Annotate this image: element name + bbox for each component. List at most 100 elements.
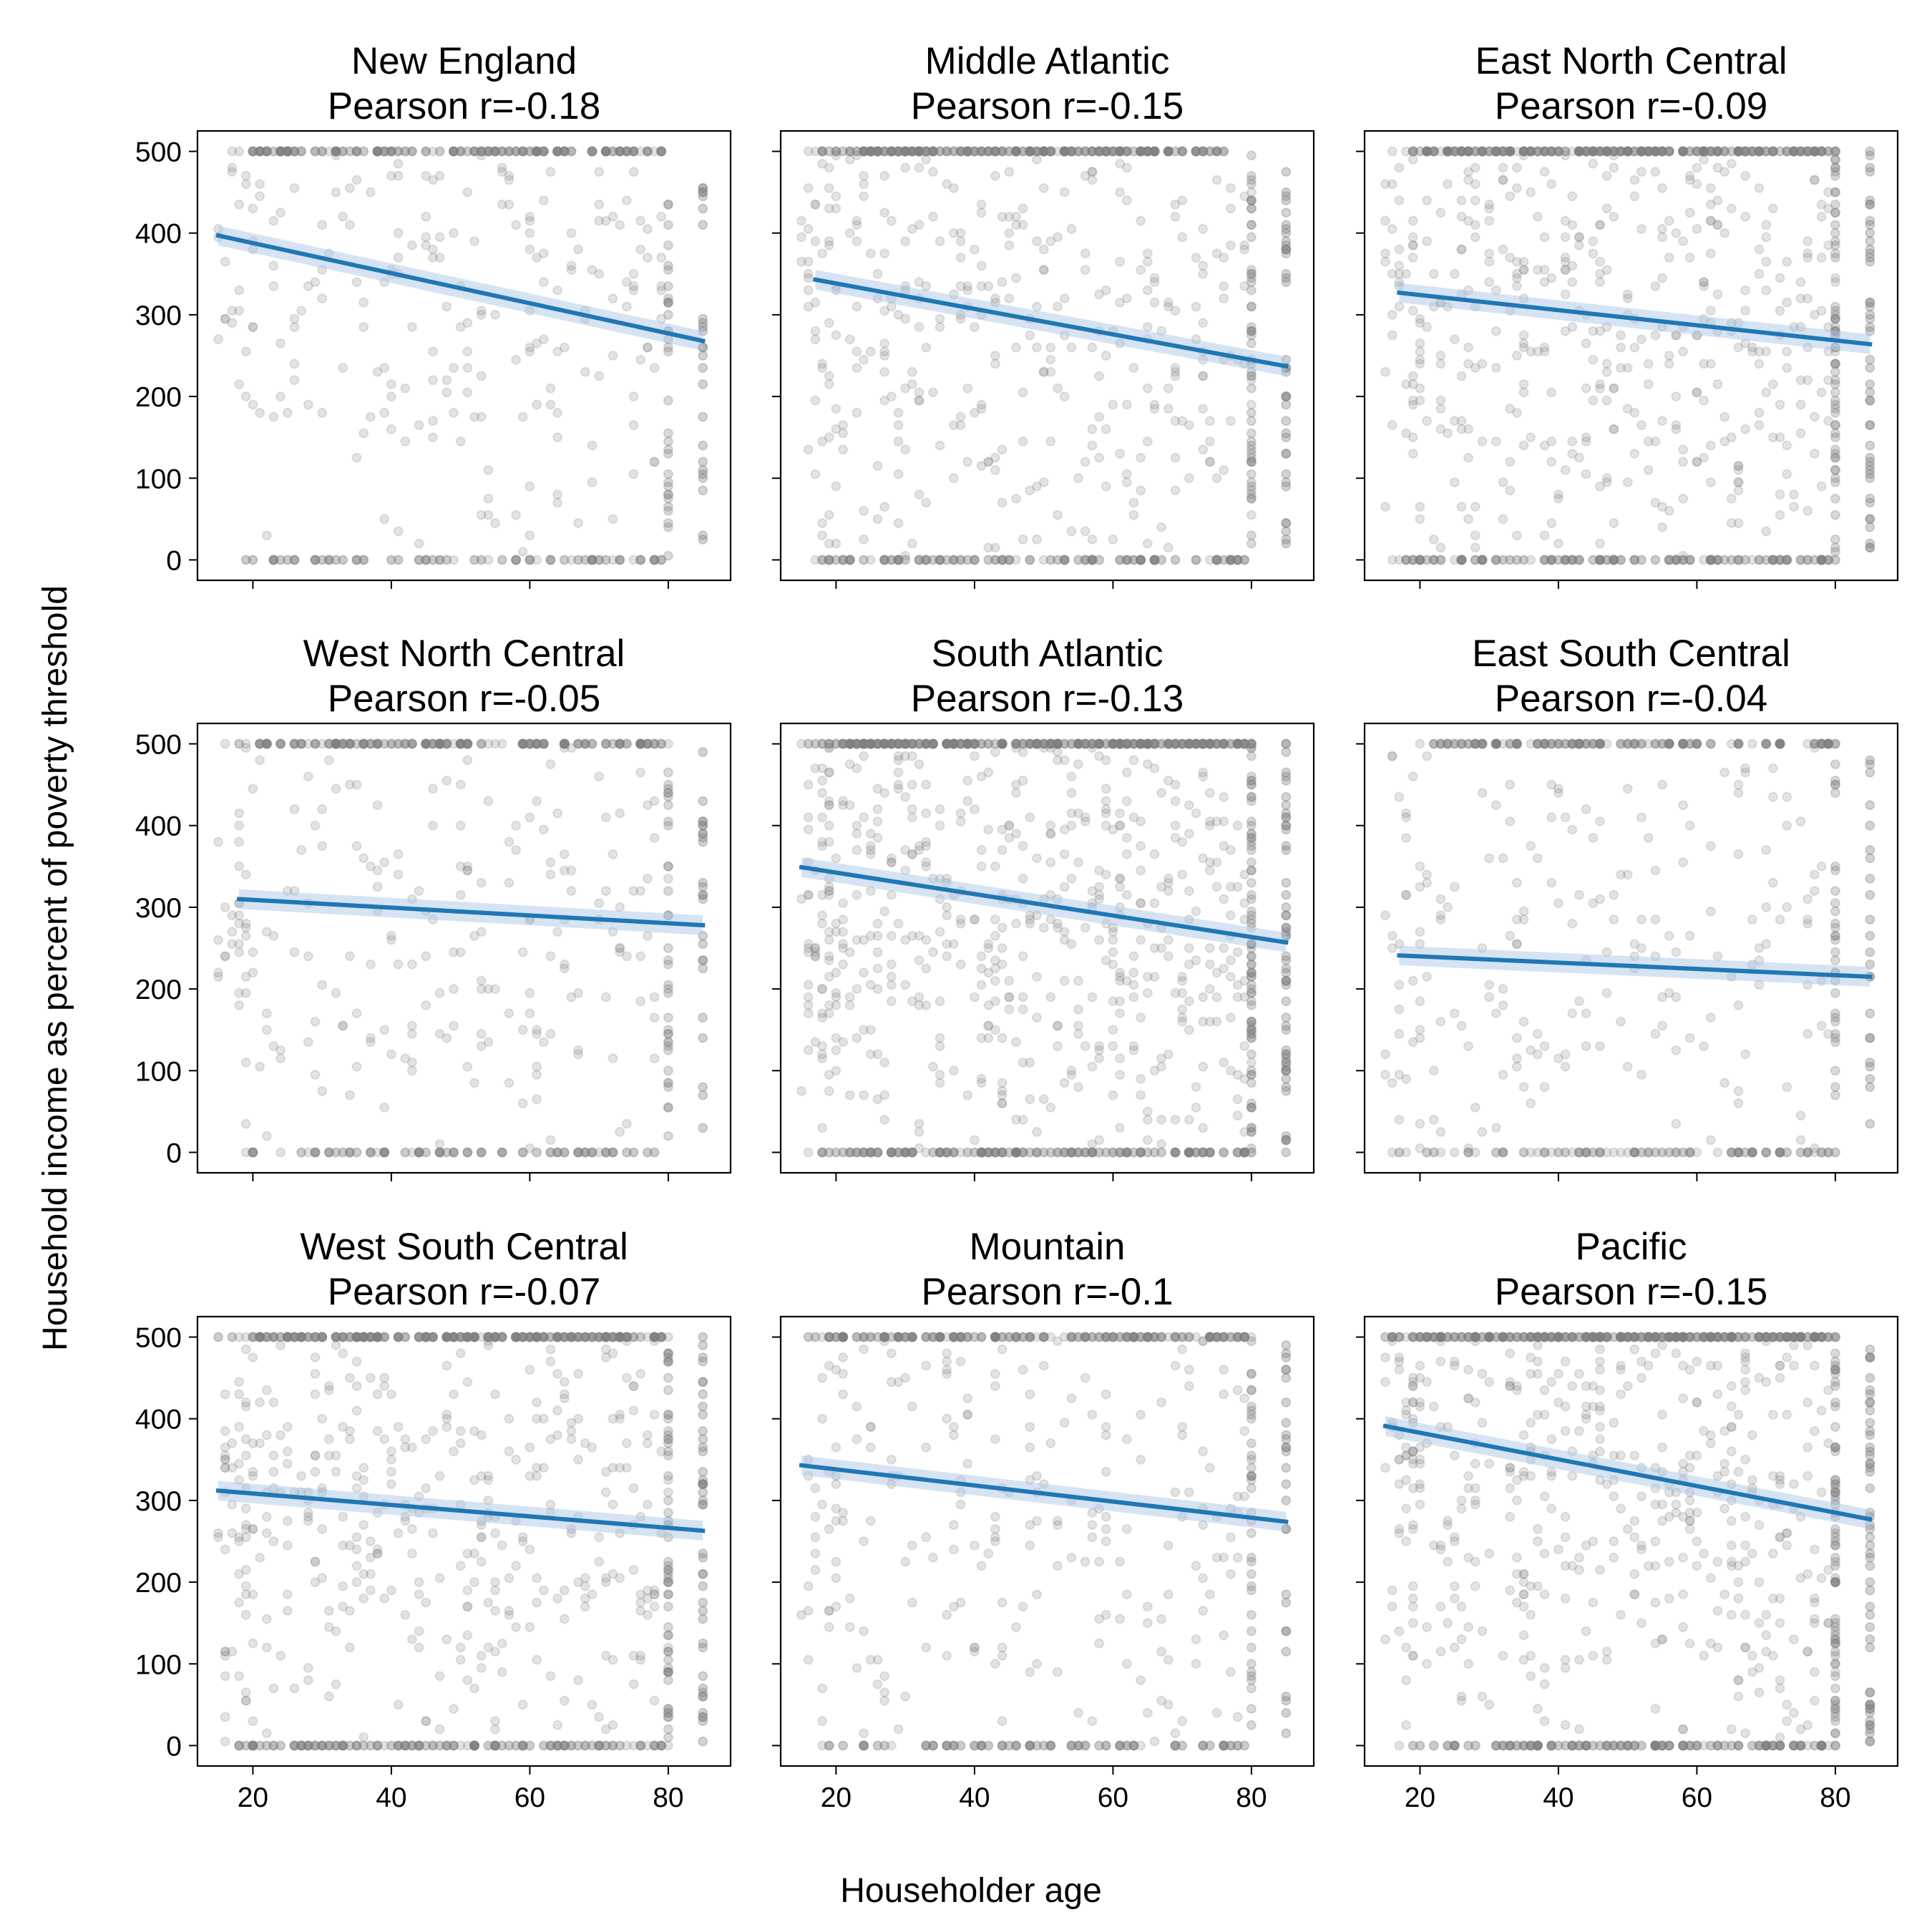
scatter-point [1733,1147,1744,1158]
scatter-point [698,1466,708,1477]
scatter-point [1705,306,1716,316]
scatter-point [511,1454,522,1465]
scatter-point [1246,509,1257,520]
scatter-point [372,882,383,892]
scatter-point [234,808,245,819]
scatter-point [663,1589,673,1600]
scatter-point [942,939,952,950]
scatter-point [1211,555,1222,565]
scatter-point [1053,301,1063,312]
scatter-point [990,555,1000,565]
scatter-point [406,1065,417,1076]
scatter-point [1032,534,1042,545]
scatter-point [1121,796,1132,806]
scatter-point [289,322,300,332]
scatter-point [414,420,424,431]
scatter-point [649,796,660,806]
scatter-point [1463,1147,1474,1158]
scatter-point [663,1028,673,1039]
scatter-point [1782,346,1792,357]
scatter-point [1246,1078,1257,1088]
scatter-point [1816,253,1827,263]
scatter-point [414,555,424,565]
scatter-point [1775,914,1785,924]
scatter-point [1511,280,1522,291]
scatter-point [282,1516,293,1526]
scatter-point [504,1078,514,1088]
scatter-point [552,1430,563,1440]
scatter-point [698,473,708,484]
scatter-point [1588,555,1599,565]
scatter-point [1671,992,1682,1002]
scatter-point [220,951,230,962]
scatter-point [1281,1085,1292,1096]
scatter-point [1087,167,1098,177]
scatter-point [1622,363,1633,374]
scatter-point [935,236,945,247]
scatter-point [227,162,238,173]
scatter-point [615,1332,625,1342]
scatter-point [594,371,605,381]
scatter-point [914,1126,924,1137]
scatter-point [852,820,862,831]
scatter-point [935,927,945,937]
scatter-point [1142,987,1153,998]
scatter-point [1636,914,1646,924]
scatter-point [608,849,618,859]
scatter-point [532,338,542,348]
scatter-point [282,1540,293,1551]
scatter-point [803,1654,814,1665]
scatter-point [1567,220,1578,230]
scatter-point [365,959,376,970]
scatter-point [872,947,883,957]
scatter-point [1595,738,1605,749]
scatter-point [1204,984,1215,995]
scatter-point [455,436,466,447]
scatter-point [927,1061,938,1072]
scatter-point [1066,342,1077,353]
scatter-point [698,1082,708,1093]
scatter-point [1609,424,1619,434]
scatter-point [1394,162,1405,173]
scatter-point [600,146,611,157]
scatter-point [1204,788,1215,799]
scatter-point [1816,387,1827,398]
scatter-point [1246,775,1257,786]
scatter-point [386,379,396,389]
scatter-point [1705,906,1716,917]
scatter-point [1865,767,1875,778]
scatter-point [1394,1114,1405,1125]
scatter-point [838,420,849,431]
scatter-point [587,1589,597,1600]
scatter-point [1219,464,1229,475]
scatter-point [462,1675,473,1686]
scatter-point [663,444,673,455]
scatter-point [886,996,897,1007]
scatter-point [552,146,563,157]
scatter-point [962,1147,973,1158]
scatter-point [275,1147,286,1158]
scatter-point [358,738,369,749]
scatter-point [559,1389,570,1400]
scatter-point [227,167,238,177]
scatter-point [1380,256,1390,267]
scatter-point [921,155,932,165]
scatter-point [1025,485,1035,496]
scatter-point [1795,1135,1806,1146]
scatter-point [803,1000,814,1010]
scatter-point [1422,195,1433,206]
scatter-point [1636,943,1646,953]
scatter-point [1059,187,1070,197]
scatter-point [289,375,300,386]
scatter-point [1281,975,1292,986]
scatter-point [552,346,563,357]
scatter-point [1546,555,1557,565]
scatter-point [1740,211,1751,222]
y-tick-label: 500 [135,730,182,761]
scatter-point [1219,791,1229,802]
scatter-point [635,215,646,226]
scatter-point [1170,371,1181,381]
scatter-point [240,930,251,941]
scatter-point [379,1102,390,1113]
scatter-point [990,146,1000,157]
